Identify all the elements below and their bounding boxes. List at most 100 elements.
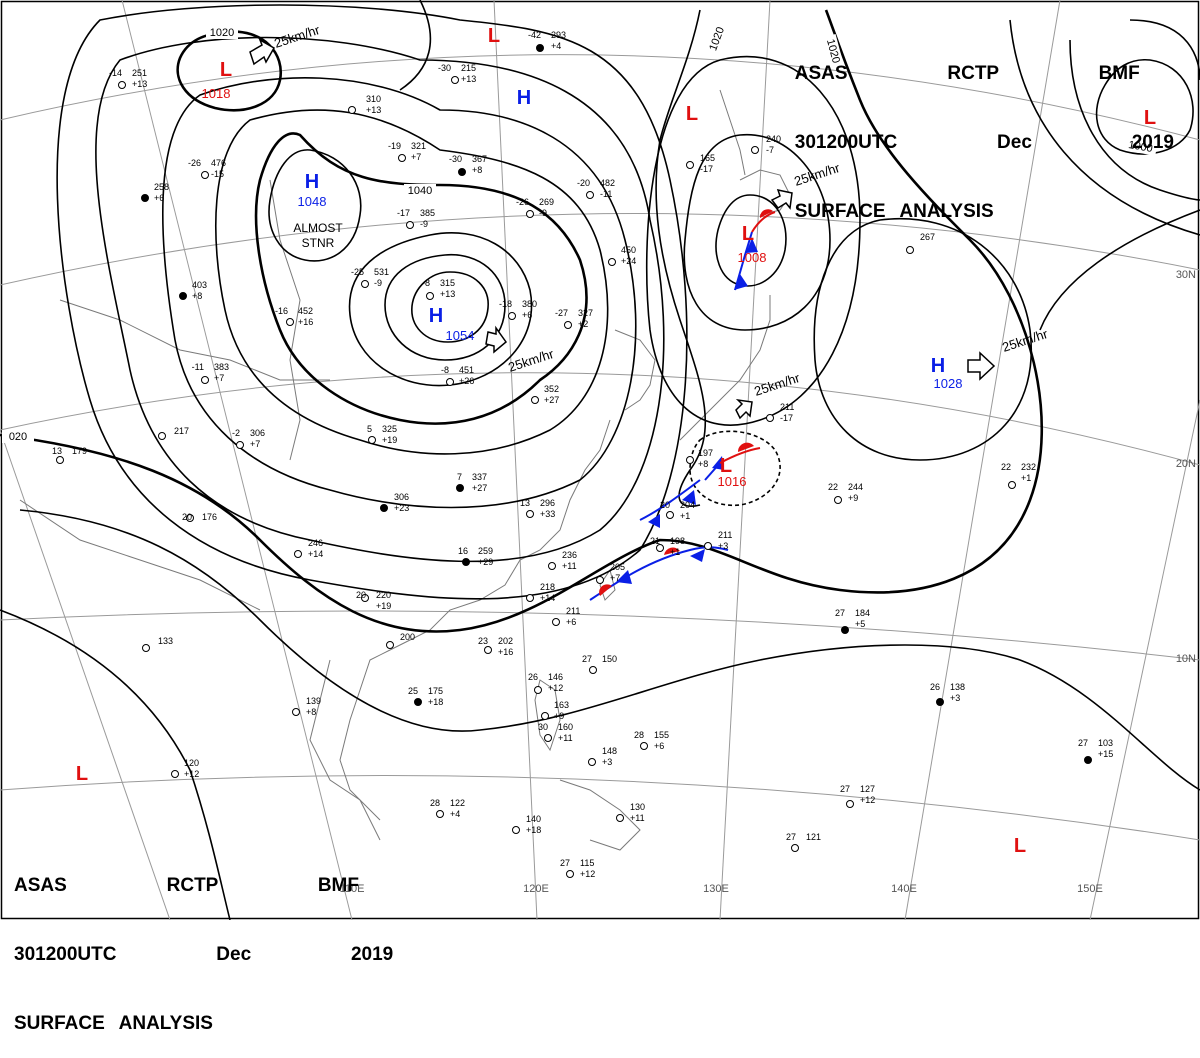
motion-arrow-icon xyxy=(735,398,753,420)
station-tendency: +1 xyxy=(680,511,690,521)
cold-front-triangle xyxy=(690,549,705,562)
parallel-40n xyxy=(0,54,1200,141)
station-pressure: 321 xyxy=(411,141,426,151)
longitude-label: 140E xyxy=(891,883,917,895)
station-tendency: +23 xyxy=(394,503,409,513)
station-pressure: 115 xyxy=(580,858,594,868)
station-temp: 27 xyxy=(1078,738,1088,748)
station-tendency: +5 xyxy=(855,619,865,629)
luzon xyxy=(534,679,561,752)
station-pressure: 211 xyxy=(566,606,580,616)
low-center-label: L xyxy=(1014,835,1026,857)
station-marker xyxy=(704,542,712,550)
station-tendency: -15 xyxy=(211,169,224,179)
station-pressure: 133 xyxy=(158,636,173,646)
station-tendency: +9 xyxy=(848,493,858,503)
station-pressure: 296 xyxy=(540,498,555,508)
station-pressure: 269 xyxy=(539,197,554,207)
station-tendency: +7 xyxy=(214,373,224,383)
station-temp: -11 xyxy=(192,362,204,372)
station-marker xyxy=(414,698,422,706)
low-center-label: L xyxy=(220,59,232,81)
station-marker xyxy=(406,221,414,229)
station-tendency: -9 xyxy=(374,278,382,288)
station-pressure: 385 xyxy=(420,208,435,218)
station-marker xyxy=(286,318,294,326)
header-product: SURFACE ANALYSIS xyxy=(794,201,994,222)
station-temp: 5 xyxy=(367,424,372,434)
center-motion-speed: 25km/hr xyxy=(506,346,556,375)
station-marker xyxy=(398,154,406,162)
station-tendency: +19 xyxy=(382,435,397,445)
station-marker xyxy=(201,376,209,384)
station-pressure: 531 xyxy=(374,267,389,277)
center-pressure-value: 1028 xyxy=(934,376,963,391)
station-marker xyxy=(361,594,369,602)
header-bottom-left: ASAS RCTP BMF 301200UTC Dec 2019 SURFACE… xyxy=(14,828,393,1058)
isobar-label-bg xyxy=(822,33,844,69)
station-temp: -27 xyxy=(555,308,568,318)
isobar-1012 xyxy=(0,609,231,920)
station-marker xyxy=(292,708,300,716)
station-temp: -30 xyxy=(438,63,451,73)
station-temp: 20 xyxy=(660,500,670,510)
station-tendency: +13 xyxy=(461,74,476,84)
station-marker xyxy=(564,321,572,329)
center-pressure-value: 1054 xyxy=(446,328,475,343)
borneo-mindanao xyxy=(559,779,641,851)
station-temp: 27 xyxy=(835,608,845,618)
station-pressure: 197 xyxy=(698,448,713,458)
station-temp: 7 xyxy=(457,472,462,482)
isobar-label: 1020 xyxy=(707,25,727,52)
high-center-label: H xyxy=(931,355,945,377)
station-marker xyxy=(588,758,596,766)
station-tendency: +12 xyxy=(184,769,199,779)
motion-arrow-icon xyxy=(967,351,996,381)
station-pressure: 352 xyxy=(544,384,559,394)
station-pressure: 293 xyxy=(551,30,566,40)
station-temp: 26 xyxy=(930,682,940,692)
station-temp: 21 xyxy=(650,536,660,546)
station-pressure: 176 xyxy=(202,512,217,522)
station-pressure: 120 xyxy=(184,758,199,768)
isobar-ring-1052 xyxy=(411,271,489,343)
station-tendency: +26 xyxy=(459,376,474,386)
station-pressure: 236 xyxy=(562,550,577,560)
warm-front-semicircle xyxy=(737,442,754,452)
japan-hokkaido xyxy=(739,169,791,216)
station-tendency: +1 xyxy=(1021,473,1031,483)
parallel-0 xyxy=(0,775,1200,841)
station-marker xyxy=(640,742,648,750)
station-tendency: +8 xyxy=(472,165,482,175)
station-marker xyxy=(906,246,914,254)
station-tendency: +13 xyxy=(366,105,381,115)
station-pressure: 337 xyxy=(472,472,487,482)
station-pressure: 306 xyxy=(250,428,265,438)
station-pressure: 451 xyxy=(459,365,474,375)
station-pressure: 306 xyxy=(394,492,409,502)
station-tendency: +16 xyxy=(298,317,313,327)
station-temp: -25 xyxy=(351,267,364,277)
station-pressure: 450 xyxy=(621,245,636,255)
cold-front-triangle xyxy=(682,490,696,505)
station-tendency: +6 xyxy=(654,741,664,751)
indochina xyxy=(309,659,381,841)
station-tendency: +7 xyxy=(411,152,421,162)
cold-front-triangle xyxy=(746,238,758,253)
meridian-100e xyxy=(0,429,171,920)
warm-front-semicircle xyxy=(664,547,680,555)
station-marker xyxy=(1084,756,1092,764)
station-tendency: +3 xyxy=(602,757,612,767)
isobar-label: 1000 xyxy=(1127,139,1153,155)
station-marker xyxy=(656,544,664,552)
station-marker xyxy=(512,826,520,834)
station-temp: 28 xyxy=(634,730,644,740)
station-marker xyxy=(361,280,369,288)
isobar-1020-thick xyxy=(0,9,1044,633)
meridian-130e xyxy=(719,0,771,920)
station-pressure: 246 xyxy=(308,538,323,548)
station-marker xyxy=(536,44,544,52)
station-pressure: 165 xyxy=(700,153,715,163)
station-temp: -20 xyxy=(577,178,590,188)
